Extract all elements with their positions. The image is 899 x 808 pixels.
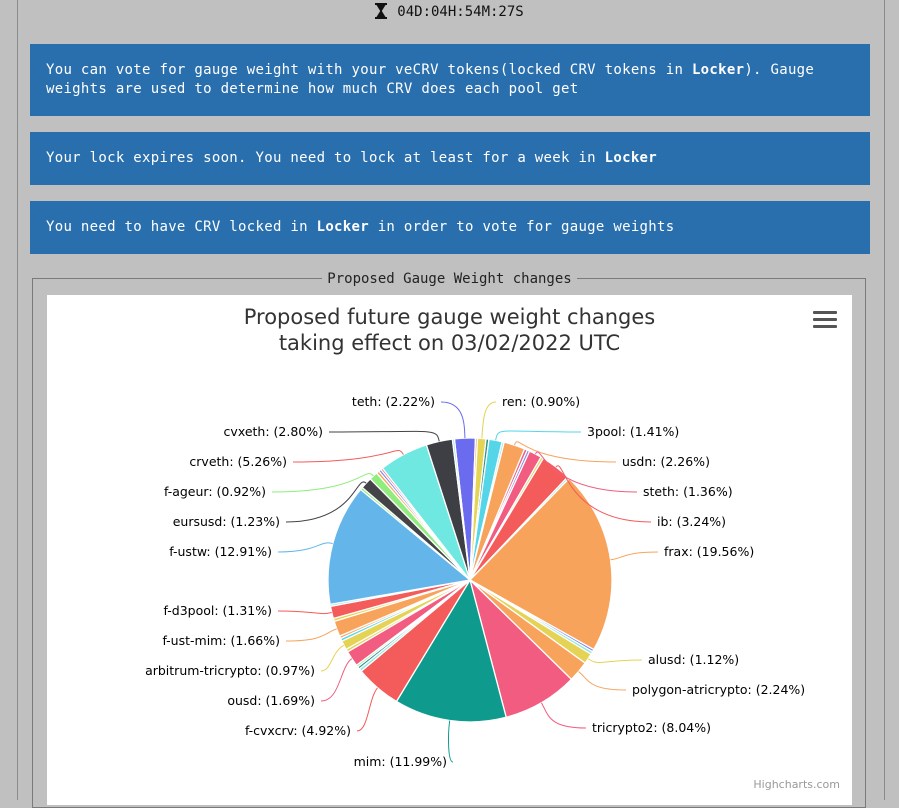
data-label-ousd: ousd: (1.69%) (227, 693, 315, 708)
data-label-f-cvxcrv: f-cvxcrv: (4.92%) (245, 723, 351, 738)
notice-text-pre: Your lock expires soon. You need to lock… (46, 150, 605, 166)
notice-text-post: in order to vote for gauge weights (368, 219, 675, 235)
data-label-crveth: crveth: (5.26%) (189, 454, 287, 469)
connector-f-ageur (271, 473, 374, 493)
section-legend: Proposed Gauge Weight changes (0, 270, 899, 288)
hamburger-menu-icon[interactable] (813, 311, 837, 333)
connector-teth (440, 401, 466, 439)
pie-slice-frax[interactable] (468, 477, 613, 651)
connector-arbitrum-tricrypto (320, 644, 345, 672)
data-label-3pool: 3pool: (1.41%) (587, 424, 679, 439)
data-label-polygon-atricrypto: polygon-atricrypto: (2.24%) (632, 682, 805, 697)
chart-subtitle: taking effect on 03/02/2022 UTC (278, 331, 621, 355)
connector-frax (610, 551, 659, 561)
data-label-usdn: usdn: (2.26%) (622, 454, 710, 469)
connector-eursusd (285, 481, 367, 523)
connector-ib (555, 465, 652, 523)
pie-slice-v[interactable] (451, 438, 471, 581)
notice-vote-info: You can vote for gauge weight with your … (30, 44, 870, 116)
connector-usdn (514, 441, 617, 463)
data-label-f-d3pool: f-d3pool: (1.31%) (164, 603, 272, 618)
notice-text-pre: You need to have CRV locked in (46, 219, 317, 235)
data-label-cvxeth: cvxeth: (2.80%) (224, 424, 323, 439)
notice-text: You can vote for gauge weight with your … (46, 61, 854, 99)
locker-link[interactable]: Locker (316, 219, 369, 235)
data-label-f-ustw: f-ustw: (12.91%) (169, 544, 272, 559)
data-label-f-ageur: f-ageur: (0.92%) (164, 484, 266, 499)
highcharts-credit[interactable]: Highcharts.com (753, 778, 840, 791)
countdown-value: 04D:04H:54M:27S (397, 4, 524, 20)
connector-polygon-atricrypto (578, 671, 627, 691)
countdown-row: 04D:04H:54M:27S (0, 2, 899, 24)
data-label-mim: mim: (11.99%) (354, 754, 447, 769)
connector-steth (534, 451, 638, 493)
section-legend-text: Proposed Gauge Weight changes (322, 271, 577, 287)
data-label-frax: frax: (19.56%) (664, 544, 754, 559)
connector-3pool (495, 430, 582, 441)
data-label-ib: ib: (3.24%) (657, 514, 726, 529)
data-label-arbitrum-tricrypto: arbitrum-tricrypto: (0.97%) (145, 663, 315, 678)
data-label-steth: steth: (1.36%) (643, 484, 733, 499)
data-label-alusd: alusd: (1.12%) (648, 652, 739, 667)
data-label-eursusd: eursusd: (1.23%) (173, 514, 280, 529)
notice-text: You need to have CRV locked in Locker in… (46, 218, 674, 237)
notice-lock-expiry: Your lock expires soon. You need to lock… (30, 132, 870, 185)
notice-text-post: ). Gauge weights are used to determine h… (46, 62, 815, 97)
data-label-f-ust-mim: f-ust-mim: (1.66%) (162, 633, 280, 648)
countdown: 04D:04H:54M:27S (367, 2, 532, 22)
pie-svg: teth: (2.22%) ren: (0.90%) 3pool: (1.41%) u… (145, 394, 805, 769)
locker-link[interactable]: Locker (604, 150, 658, 166)
connector-tricrypto2 (540, 702, 587, 729)
connector-alusd (587, 658, 643, 664)
data-label-ren: ren: (0.90%) (502, 394, 580, 409)
data-label-teth: teth: (2.22%) (352, 394, 435, 409)
pie-slice-f-ustw[interactable] (327, 488, 472, 606)
connector-f-ust-mim (285, 628, 337, 642)
notice-text-pre: You can vote for gauge weight with your … (46, 62, 692, 78)
connector-crveth (292, 450, 404, 463)
connector-cvxeth (328, 430, 440, 442)
connector-ren (481, 401, 497, 439)
connector-ousd (320, 658, 353, 702)
hourglass-icon (375, 3, 388, 19)
connector-f-cvxcrv (356, 687, 378, 732)
connector-f-d3pool (277, 610, 332, 615)
connector-f-ustw (277, 542, 333, 553)
pie-slice-mim[interactable] (395, 578, 508, 723)
notice-text: Your lock expires soon. You need to lock… (46, 149, 657, 168)
data-label-tricrypto2: tricrypto2: (8.04%) (592, 720, 711, 735)
notice-need-lock: You need to have CRV locked in Locker in… (30, 201, 870, 254)
chart-title: Proposed future gauge weight changes (243, 305, 656, 329)
locker-link[interactable]: Locker (691, 62, 745, 78)
panel-frame (17, 0, 885, 800)
pie-chart: Proposed future gauge weight changes tak… (47, 295, 852, 805)
connector-mim (448, 720, 454, 763)
